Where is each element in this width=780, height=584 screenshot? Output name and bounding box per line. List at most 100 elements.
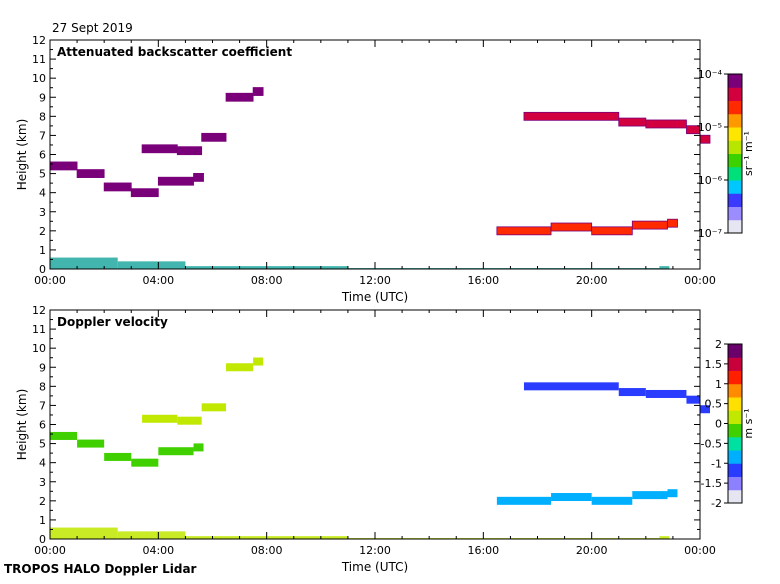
data-mark-5-2 [117,261,186,269]
data-mark-5-1 [50,257,118,269]
colorbar-segment [728,423,742,438]
colorbar-segment [728,127,742,141]
x-axis-label: Time (UTC) [341,560,408,574]
y-tick-label: 2 [39,495,46,508]
data-mark-1-6 [193,172,204,182]
colorbar-segment [728,344,742,358]
data-mark-5-2 [117,531,186,539]
y-tick-label: 9 [39,91,46,104]
y-tick-label: 1 [39,514,46,527]
data-mark-4-1 [523,111,620,121]
data-mark-1-4 [131,458,159,467]
colorbar-tick-label: 1 [715,378,722,391]
data-mark-2-3 [201,132,227,142]
data-mark-4-4 [686,395,700,404]
data-mark-2-1 [141,144,178,154]
panel-1 [49,39,743,270]
x-tick-label: 08:00 [251,274,283,287]
y-tick-label: 6 [39,419,46,432]
y-tick-label: 10 [32,342,46,355]
y-tick-label: 12 [32,34,46,47]
colorbar-segment [728,383,742,398]
x-tick-label: 00:00 [34,274,66,287]
data-mark-5-6 [659,266,670,269]
data-mark-1-5 [158,447,194,456]
x-tick-label: 16:00 [467,274,499,287]
x-tick-label: 12:00 [359,544,391,557]
y-tick-label: 2 [39,225,46,238]
y-tick-label: 9 [39,361,46,374]
x-tick-label: 12:00 [359,274,391,287]
y-tick-label: 5 [39,438,46,451]
data-mark-3-2 [550,222,593,232]
colorbar-segment [728,180,742,194]
y-axis-label: Height (km) [15,389,29,460]
data-mark-3-3 [591,496,633,505]
data-mark-1-1 [49,161,78,171]
colorbar-label: m s⁻¹ [742,408,755,438]
data-mark-2-5 [252,87,264,96]
panel-title: Doppler velocity [57,315,168,329]
panel-2 [49,309,743,540]
colorbar-segment [728,113,742,128]
x-tick-label: 04:00 [142,544,174,557]
colorbar-segment [728,206,742,221]
data-mark-1-2 [76,169,105,178]
y-tick-label: 7 [39,399,46,412]
y-tick-label: 0 [39,533,46,546]
data-mark-2-4 [226,363,254,372]
x-tick-label: 20:00 [576,544,608,557]
y-tick-label: 6 [39,149,46,162]
colorbar-tick-label: 10⁻⁷ [698,227,722,240]
y-tick-label: 1 [39,244,46,257]
colorbar-segment [728,166,742,181]
data-mark-3-1 [496,496,552,505]
data-mark-4-1 [523,382,619,391]
y-tick-label: 7 [39,129,46,142]
y-tick-label: 4 [39,187,46,200]
colorbar-label: sr⁻¹ m⁻¹ [742,131,755,176]
data-mark-4-5 [700,405,710,414]
colorbar-segment [728,476,742,491]
colorbar-segment [728,397,742,411]
colorbar-tick-label: 0 [715,418,722,431]
data-mark-3-2 [551,493,592,502]
instrument-label: TROPOS HALO Doppler Lidar [4,562,197,576]
colorbar-segment [728,357,742,371]
x-tick-label: 04:00 [142,274,174,287]
data-mark-3-4 [631,220,668,230]
colorbar-segment [728,153,742,168]
data-mark-1-3 [104,452,132,461]
colorbar-tick-label: -1 [711,457,722,470]
colorbar-tick-label: 0.5 [705,398,723,411]
data-mark-3-5 [667,489,678,498]
y-tick-label: 3 [39,476,46,489]
colorbar-segment [728,100,742,115]
x-tick-label: 00:00 [34,544,66,557]
colorbar-segment [728,410,742,424]
data-mark-1-5 [157,176,194,186]
colorbar-segment [728,140,742,154]
date-label: 27 Sept 2019 [52,21,133,35]
y-tick-label: 8 [39,380,46,393]
x-tick-label: 00:00 [684,274,716,287]
y-axis-label: Height (km) [15,119,29,190]
data-mark-1-6 [193,443,204,452]
data-mark-1-1 [50,431,78,440]
colorbar-tick-label: -1.5 [701,477,722,490]
data-mark-3-1 [496,226,552,236]
data-mark-2-1 [142,414,178,423]
y-tick-label: 5 [39,168,46,181]
data-mark-4-2 [618,388,646,397]
y-tick-label: 3 [39,206,46,219]
colorbar-segment [728,193,742,207]
x-axis-label: Time (UTC) [341,290,408,304]
y-tick-label: 4 [39,457,46,470]
data-mark-2-2 [176,146,203,156]
data-mark-4-3 [645,389,687,398]
colorbar-segment [728,463,742,477]
y-tick-label: 8 [39,110,46,123]
data-mark-4-3 [645,119,687,129]
colorbar-tick-label: 10⁻⁶ [698,174,723,187]
